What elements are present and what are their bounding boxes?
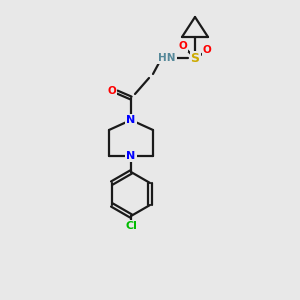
Text: O: O [202,45,211,55]
Text: HN: HN [158,53,176,63]
Text: Cl: Cl [125,221,137,231]
Text: N: N [126,115,136,125]
Text: S: S [190,52,200,64]
Text: N: N [126,151,136,161]
Text: O: O [108,86,116,96]
Text: O: O [178,41,188,51]
